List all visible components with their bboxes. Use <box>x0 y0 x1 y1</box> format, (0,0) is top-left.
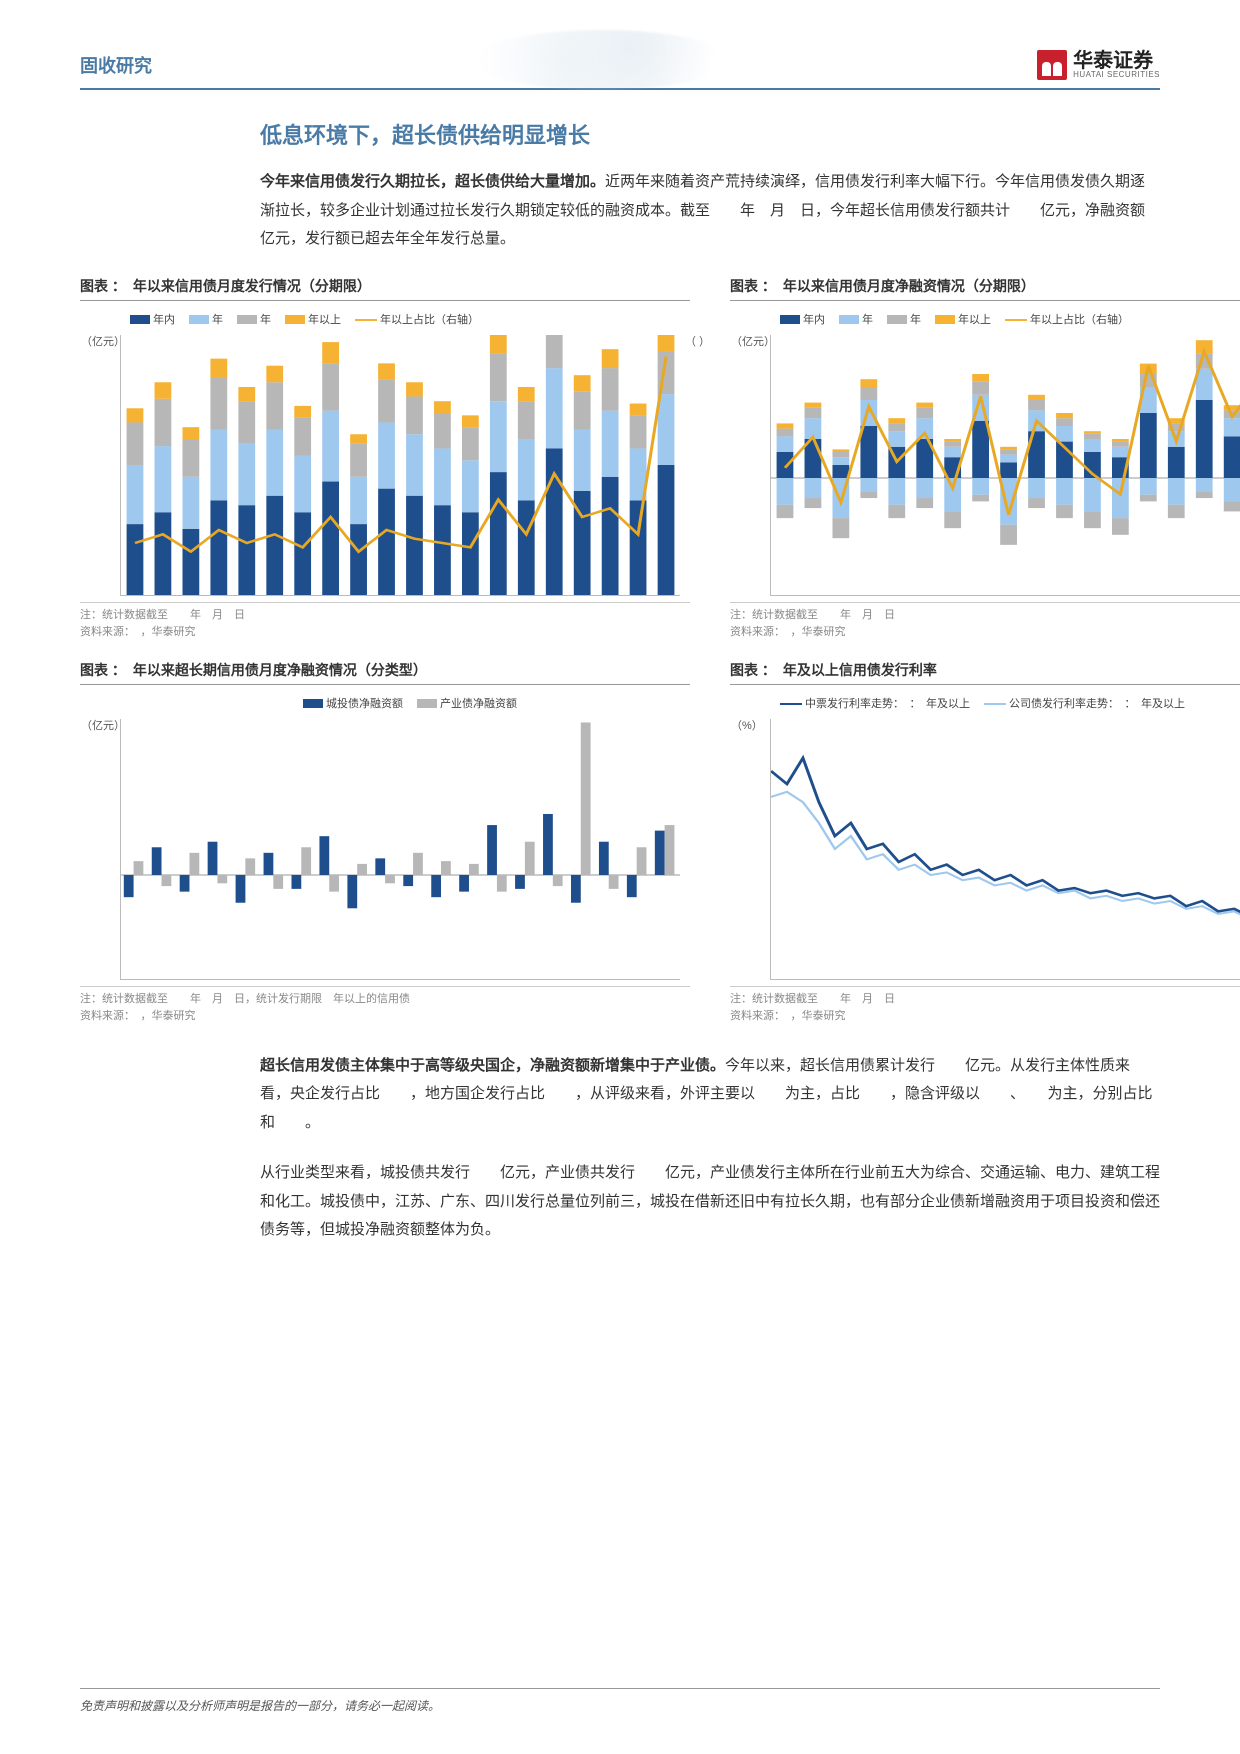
chart-3: 图表 ： 年以来超长期信用债月度净融资情况（分类型） 城投债净融资额产业债净融资… <box>80 660 690 1026</box>
logo-text-cn: 华泰证券 <box>1073 51 1160 71</box>
chart-2-note: 注：统计数据截至 年 月 日 资料来源： ，华泰研究 <box>730 602 1240 642</box>
chart-2-legend: 年内年年年以上年以上占比（右轴） <box>730 307 1240 329</box>
chart-3-plot: （亿元） <box>120 719 680 980</box>
brand-logo: 华泰证券 HUATAI SECURITIES <box>1037 50 1160 80</box>
chart-1: 图表 ： 年以来信用债月度发行情况（分期限） 年内年年年以上年以上占比（右轴） … <box>80 276 690 642</box>
doc-category: 固收研究 <box>80 52 152 78</box>
chart-4-legend: 中票发行利率走势： ： 年及以上公司债发行利率走势： ： 年及以上 <box>730 691 1240 713</box>
disclaimer-footer: 免责声明和披露以及分析师声明是报告的一部分，请务必一起阅读。 <box>80 1688 1160 1714</box>
section-title: 低息环境下，超长债供给明显增长 <box>260 118 1160 150</box>
chart-1-legend: 年内年年年以上年以上占比（右轴） <box>80 307 690 329</box>
paragraph-1: 今年来信用债发行久期拉长，超长债供给大量增加。近两年来随着资产荒持续演绎，信用债… <box>260 168 1160 254</box>
chart-1-note: 注：统计数据截至 年 月 日 资料来源： ，华泰研究 <box>80 602 690 642</box>
chart-1-plot: （亿元） （ ） <box>120 335 680 596</box>
chart-2-plot: （亿元） （ ） <box>770 335 1240 596</box>
logo-text-en: HUATAI SECURITIES <box>1073 71 1160 79</box>
chart-4: 图表 ： 年及以上信用债发行利率 中票发行利率走势： ： 年及以上公司债发行利率… <box>730 660 1240 1026</box>
chart-4-note: 注：统计数据截至 年 月 日 资料来源： ，华泰研究 <box>730 986 1240 1026</box>
paragraph-2: 超长信用发债主体集中于高等级央国企，净融资额新增集中于产业债。今年以来，超长信用… <box>260 1052 1160 1138</box>
paragraph-3: 从行业类型来看，城投债共发行 亿元，产业债共发行 亿元，产业债发行主体所在行业前… <box>260 1159 1160 1245</box>
chart-4-plot: （%） <box>770 719 1240 980</box>
logo-icon <box>1037 50 1067 80</box>
header-globe-graphic <box>471 30 731 90</box>
chart-2: 图表 ： 年以来信用债月度净融资情况（分期限） 年内年年年以上年以上占比（右轴）… <box>730 276 1240 642</box>
chart-3-legend: 城投债净融资额产业债净融资额 <box>80 691 690 713</box>
chart-3-note: 注：统计数据截至 年 月 日，统计发行期限 年以上的信用债 资料来源： ，华泰研… <box>80 986 690 1026</box>
